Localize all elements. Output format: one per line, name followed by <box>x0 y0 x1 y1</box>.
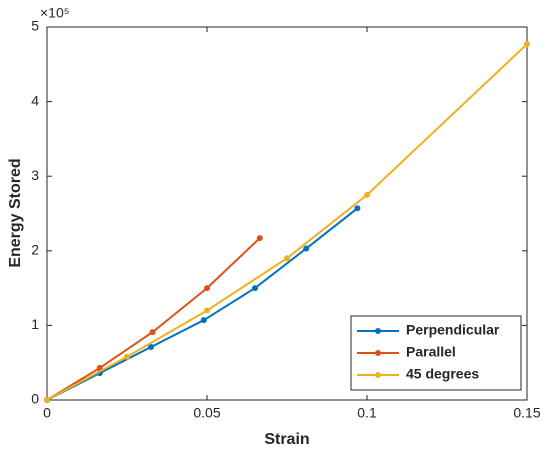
data-point <box>524 41 530 48</box>
data-point <box>252 285 258 292</box>
data-point <box>204 307 210 314</box>
legend-label: Perpendicular <box>406 322 500 338</box>
data-point <box>284 255 290 262</box>
x-tick-label: 0.05 <box>193 405 220 421</box>
x-tick-label: 0 <box>43 405 51 421</box>
data-point <box>148 344 154 351</box>
y-tick-label: 5 <box>31 18 39 34</box>
data-point <box>354 205 361 212</box>
data-point <box>149 329 156 336</box>
y-axis-label: Energy Stored <box>7 158 24 267</box>
y-tick-label: 0 <box>31 391 39 407</box>
x-axis-label: Strain <box>264 431 309 448</box>
x-tick-label: 0.15 <box>513 405 540 421</box>
y-scale-label: ×10⁵ <box>40 5 70 21</box>
y-tick-label: 2 <box>31 242 39 258</box>
legend-label: 45 degrees <box>406 366 479 382</box>
x-tick-label: 0.1 <box>357 405 377 421</box>
legend-marker <box>375 350 381 356</box>
data-point <box>303 245 310 252</box>
y-tick-label: 3 <box>31 167 39 183</box>
legend-label: Parallel <box>406 344 456 360</box>
data-point <box>44 397 50 403</box>
axes-box <box>46 26 528 401</box>
data-point <box>364 191 370 198</box>
data-point <box>124 353 130 360</box>
legend-marker <box>375 372 381 378</box>
y-tick-label: 4 <box>31 92 39 108</box>
data-point <box>204 285 210 292</box>
legend-marker <box>375 328 381 334</box>
data-point <box>256 235 263 242</box>
series-line <box>46 43 528 401</box>
data-point <box>96 364 103 371</box>
y-tick-label: 1 <box>31 316 39 332</box>
data-point <box>200 317 207 324</box>
